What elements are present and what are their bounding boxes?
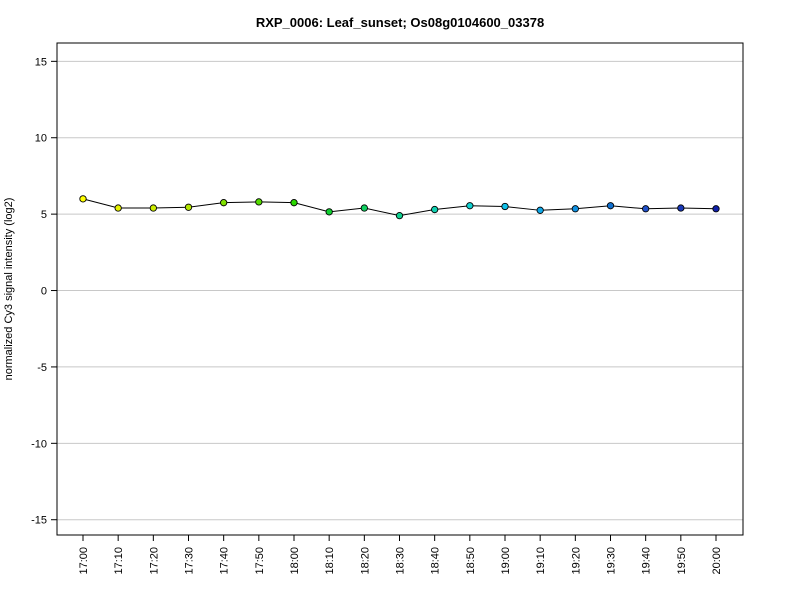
data-point	[255, 198, 263, 206]
data-point	[606, 202, 615, 210]
y-tick-label: 15	[35, 56, 47, 68]
data-point	[466, 202, 474, 210]
x-tick-label: 18:00	[289, 547, 301, 575]
y-tick-label: 5	[41, 209, 47, 221]
data-point	[149, 204, 157, 212]
x-tick-label: 19:40	[641, 547, 653, 575]
plot-frame	[56, 42, 744, 536]
x-tick-label: 17:30	[184, 547, 196, 575]
grid-lines	[57, 60, 743, 521]
data-point	[642, 205, 650, 213]
x-tick-label: 17:50	[254, 547, 266, 575]
x-tick-label: 19:50	[676, 547, 688, 575]
x-tick-label: 19:00	[500, 547, 512, 575]
data-point	[184, 203, 193, 211]
x-tick-label: 17:00	[78, 547, 90, 575]
data-point	[220, 199, 228, 207]
data-point	[431, 205, 439, 214]
x-tick-label: 18:50	[465, 547, 477, 575]
y-tick-label: 0	[41, 286, 47, 298]
data-point	[571, 205, 579, 213]
data-point	[79, 195, 87, 203]
x-tick-label: 19:30	[606, 547, 618, 575]
data-point	[536, 206, 544, 214]
chart-title: RXP_0006: Leaf_sunset; Os08g0104600_0337…	[256, 15, 544, 30]
x-tick-label: 19:20	[570, 547, 582, 575]
x-tick-label: 18:10	[324, 547, 336, 575]
y-axis: -15 -10 -5 0 5 10 15	[31, 56, 57, 527]
y-tick-label: 10	[35, 133, 47, 145]
y-tick-label: -5	[37, 362, 47, 374]
data-point	[712, 205, 720, 213]
x-axis: 17:00 17:10 17:20 17:30 17:40 17:50 18:00 18:10…	[78, 535, 723, 575]
series	[79, 195, 720, 220]
x-tick-label: 20:00	[711, 547, 723, 575]
data-point	[325, 208, 333, 216]
data-point	[501, 202, 509, 211]
x-tick-label: 17:10	[113, 547, 125, 575]
data-point	[114, 204, 122, 212]
x-tick-label: 18:20	[359, 547, 371, 575]
data-point	[290, 199, 298, 207]
x-tick-label: 17:40	[219, 547, 231, 575]
x-tick-label: 18:40	[430, 547, 442, 575]
x-tick-label: 18:30	[395, 547, 407, 575]
data-point	[677, 204, 685, 212]
x-tick-label: 19:10	[535, 547, 547, 575]
y-axis-label: normalized Cy3 signal intensity (log2)	[3, 198, 15, 381]
y-tick-label: -15	[31, 515, 47, 527]
y-tick-label: -10	[31, 438, 47, 450]
x-tick-label: 17:20	[148, 547, 160, 575]
data-point	[395, 212, 404, 220]
data-point	[360, 204, 368, 212]
